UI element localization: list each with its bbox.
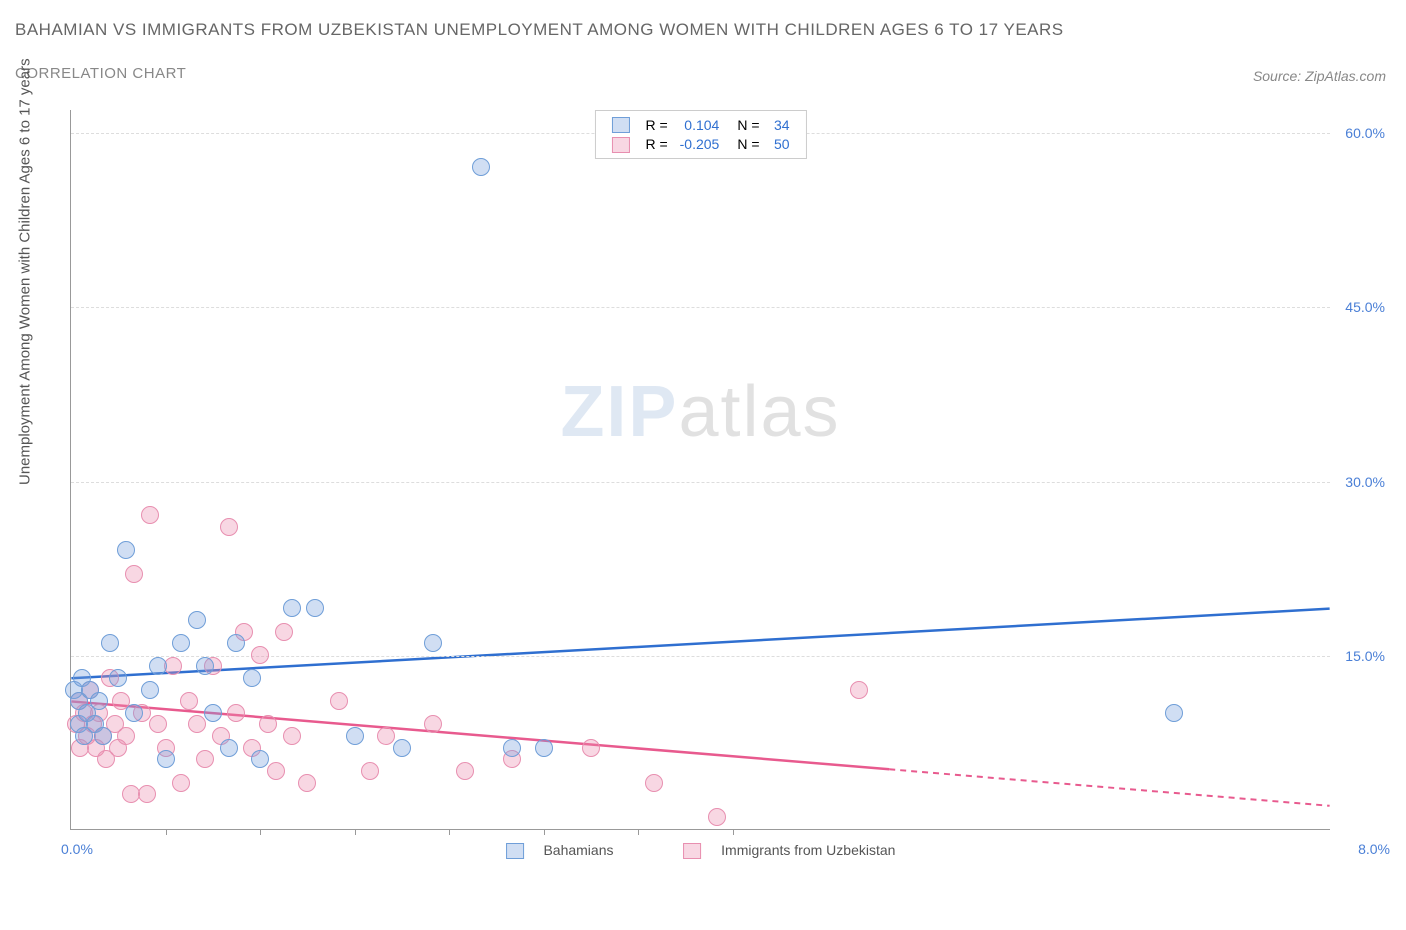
legend-row-series1: R = 0.104 N = 34 — [605, 115, 795, 134]
legend-label-series1: Bahamians — [543, 842, 613, 858]
scatter-point — [172, 634, 190, 652]
scatter-point — [149, 715, 167, 733]
scatter-point — [220, 518, 238, 536]
n-value-series2: 50 — [766, 134, 796, 153]
scatter-point — [503, 739, 521, 757]
gridline — [71, 307, 1330, 308]
x-tick — [544, 829, 545, 835]
scatter-point — [196, 750, 214, 768]
r-value-series1: 0.104 — [674, 115, 726, 134]
scatter-point — [306, 599, 324, 617]
r-value-series2: -0.205 — [674, 134, 726, 153]
n-value-series1: 34 — [766, 115, 796, 134]
scatter-point — [138, 785, 156, 803]
legend-stats-box: R = 0.104 N = 34 R = -0.205 N = 50 — [594, 110, 806, 159]
scatter-point — [196, 657, 214, 675]
watermark: ZIPatlas — [560, 371, 840, 453]
scatter-point — [456, 762, 474, 780]
scatter-point — [582, 739, 600, 757]
scatter-point — [267, 762, 285, 780]
scatter-point — [283, 727, 301, 745]
y-tick-label: 30.0% — [1345, 474, 1385, 490]
scatter-point — [472, 158, 490, 176]
scatter-point — [298, 774, 316, 792]
scatter-point — [377, 727, 395, 745]
scatter-point — [330, 692, 348, 710]
watermark-zip: ZIP — [560, 372, 678, 452]
trendline-solid — [71, 701, 889, 769]
x-tick — [733, 829, 734, 835]
n-label: N = — [725, 115, 765, 134]
watermark-atlas: atlas — [678, 372, 840, 452]
y-axis-label: Unemployment Among Women with Children A… — [17, 58, 34, 485]
y-tick-label: 60.0% — [1345, 125, 1385, 141]
scatter-point — [188, 611, 206, 629]
scatter-point — [346, 727, 364, 745]
chart-container: Unemployment Among Women with Children A… — [40, 100, 1390, 870]
scatter-point — [157, 750, 175, 768]
swatch-series2 — [611, 137, 629, 153]
legend-bottom: Bahamians Immigrants from Uzbekistan — [498, 842, 904, 859]
scatter-point — [90, 692, 108, 710]
scatter-point — [251, 750, 269, 768]
r-label: R = — [639, 115, 673, 134]
legend-row-series2: R = -0.205 N = 50 — [605, 134, 795, 153]
trendline-solid — [71, 609, 1329, 679]
scatter-point — [708, 808, 726, 826]
scatter-point — [149, 657, 167, 675]
scatter-point — [283, 599, 301, 617]
scatter-point — [535, 739, 553, 757]
x-axis-min-label: 0.0% — [61, 841, 93, 857]
scatter-point — [243, 669, 261, 687]
scatter-point — [141, 681, 159, 699]
scatter-point — [188, 715, 206, 733]
x-tick — [638, 829, 639, 835]
legend-label-series2: Immigrants from Uzbekistan — [721, 842, 895, 858]
r-label: R = — [639, 134, 673, 153]
x-tick — [260, 829, 261, 835]
scatter-point — [125, 565, 143, 583]
y-tick-label: 15.0% — [1345, 648, 1385, 664]
scatter-point — [275, 623, 293, 641]
scatter-point — [645, 774, 663, 792]
trendline-dashed — [889, 769, 1329, 806]
x-tick — [166, 829, 167, 835]
scatter-point — [1165, 704, 1183, 722]
x-tick — [355, 829, 356, 835]
swatch-series1 — [611, 117, 629, 133]
scatter-point — [164, 657, 182, 675]
gridline — [71, 482, 1330, 483]
scatter-point — [117, 541, 135, 559]
scatter-point — [424, 634, 442, 652]
scatter-point — [180, 692, 198, 710]
scatter-point — [125, 704, 143, 722]
scatter-point — [361, 762, 379, 780]
scatter-point — [850, 681, 868, 699]
scatter-point — [204, 704, 222, 722]
n-label: N = — [725, 134, 765, 153]
scatter-point — [251, 646, 269, 664]
chart-title: BAHAMIAN VS IMMIGRANTS FROM UZBEKISTAN U… — [15, 20, 1064, 40]
swatch-series2 — [683, 843, 701, 859]
scatter-point — [259, 715, 277, 733]
swatch-series1 — [506, 843, 524, 859]
scatter-point — [220, 739, 238, 757]
scatter-point — [172, 774, 190, 792]
scatter-point — [101, 634, 119, 652]
scatter-point — [393, 739, 411, 757]
x-tick — [449, 829, 450, 835]
scatter-point — [227, 704, 245, 722]
scatter-point — [94, 727, 112, 745]
plot-area: ZIPatlas R = 0.104 N = 34 R = -0.205 N =… — [70, 110, 1330, 830]
scatter-point — [109, 669, 127, 687]
chart-subtitle: CORRELATION CHART — [15, 65, 186, 82]
source-attribution: Source: ZipAtlas.com — [1253, 68, 1386, 84]
y-tick-label: 45.0% — [1345, 299, 1385, 315]
scatter-point — [424, 715, 442, 733]
scatter-point — [141, 506, 159, 524]
scatter-point — [227, 634, 245, 652]
x-axis-max-label: 8.0% — [1358, 841, 1390, 857]
scatter-point — [117, 727, 135, 745]
